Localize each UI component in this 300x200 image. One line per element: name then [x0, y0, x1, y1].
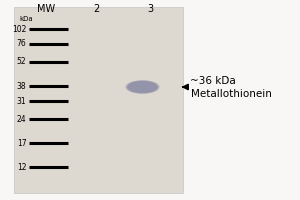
Ellipse shape: [128, 81, 158, 93]
Ellipse shape: [128, 81, 158, 93]
Text: 52: 52: [17, 58, 26, 66]
Text: 2: 2: [93, 4, 99, 14]
Ellipse shape: [126, 81, 159, 93]
Text: 31: 31: [17, 97, 26, 106]
Ellipse shape: [125, 80, 160, 94]
Text: 3: 3: [147, 4, 153, 14]
Bar: [14, 7, 183, 193]
Ellipse shape: [127, 81, 158, 93]
Text: 76: 76: [17, 40, 26, 48]
Text: 17: 17: [17, 138, 26, 148]
Ellipse shape: [127, 81, 158, 93]
Ellipse shape: [127, 81, 158, 93]
Text: 38: 38: [17, 82, 26, 90]
Text: MW: MW: [38, 4, 56, 14]
Text: 24: 24: [17, 114, 26, 123]
Ellipse shape: [126, 80, 159, 94]
Ellipse shape: [125, 80, 160, 94]
Ellipse shape: [126, 80, 159, 94]
Text: Metallothionein: Metallothionein: [190, 89, 272, 99]
Text: 12: 12: [17, 162, 26, 171]
Text: 102: 102: [12, 24, 26, 33]
Text: ~36 kDa: ~36 kDa: [190, 76, 236, 86]
Text: kDa: kDa: [20, 16, 33, 22]
